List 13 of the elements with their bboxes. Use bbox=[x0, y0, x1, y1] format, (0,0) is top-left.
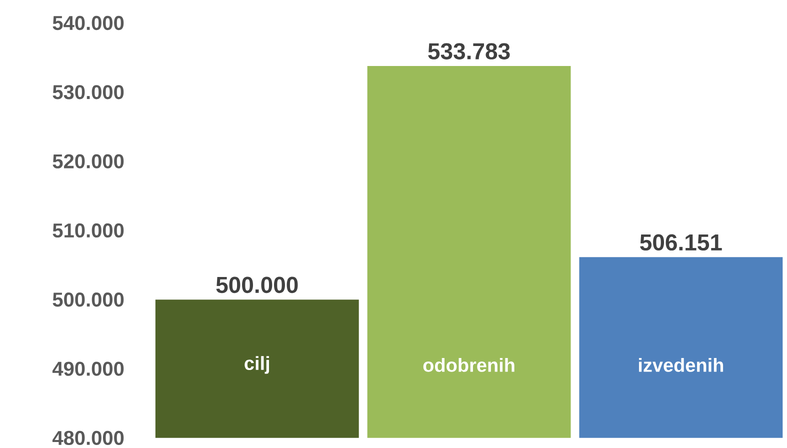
x-tick-label: cilj bbox=[244, 356, 269, 374]
data-label: 506.151 bbox=[640, 234, 722, 250]
data-label: 500.000 bbox=[216, 276, 298, 293]
y-tick-label: 540.000 bbox=[52, 16, 124, 30]
y-tick-label: 530.000 bbox=[52, 84, 124, 100]
y-tick-label: 500.000 bbox=[52, 292, 124, 307]
y-tick-label: 510.000 bbox=[52, 223, 124, 238]
y-tick-label: 520.000 bbox=[52, 154, 124, 168]
x-tick-label: izvedenih bbox=[638, 358, 724, 372]
data-label: 533.783 bbox=[428, 42, 510, 60]
x-tick-label: odobrenih bbox=[423, 358, 514, 372]
y-tick-label: 490.000 bbox=[52, 362, 124, 376]
y-tick-label: 480.000 bbox=[52, 430, 124, 445]
